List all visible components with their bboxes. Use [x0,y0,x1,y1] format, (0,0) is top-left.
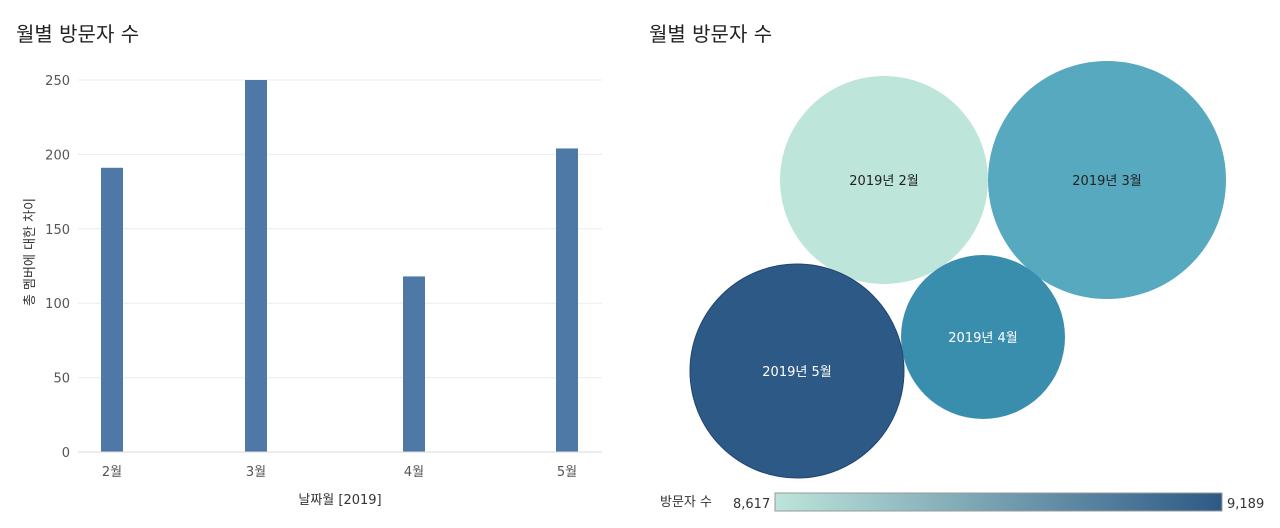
bar-chart-y-tick-label: 100 [45,297,70,312]
bar-4[interactable] [556,148,578,452]
bar-chart-y-tick-label: 0 [62,446,70,461]
bubble-1[interactable] [780,76,988,284]
bar-chart-x-ticks: 2월 3월 4월 5월 [102,465,577,480]
bubble-2[interactable] [988,61,1226,299]
color-legend-max-label: 9,189 [1227,497,1264,512]
bar-chart-x-tick-label: 2월 [102,465,122,480]
bar-chart-y-tick-label: 150 [45,223,70,238]
bar-chart-y-tick-label: 200 [45,148,70,163]
bar-chart-y-tick-label: 250 [45,74,70,89]
bubble-label: 2019년 2월 [849,174,918,189]
bubble-label: 2019년 5월 [762,365,831,380]
bar-chart-y-ticks: 0 50 100 150 200 250 [45,74,70,461]
bar-chart-x-tick-label: 3월 [246,465,266,480]
bar-2[interactable] [245,80,267,452]
bubble-4[interactable] [689,263,905,479]
color-legend-gradient-bar [774,492,1223,512]
bubble-label: 2019년 3월 [1072,174,1141,189]
bar-chart-grid [78,79,602,453]
bar-chart-bars [101,80,578,453]
color-legend-min-label: 8,617 [733,497,770,512]
bubble-chart-bubbles: 2019년 2월 2019년 3월 2019년 4월 2019년 5월 [689,61,1226,479]
bar-chart-y-tick-label: 50 [53,372,70,387]
bar-1[interactable] [101,167,123,453]
bar-chart-y-axis-title: 총 멤버에 대한 차이 [23,198,38,306]
bar-chart: 0 50 100 150 200 250 2월 3월 4월 5월 날짜월 [2019] 총 멤버… [23,74,602,508]
bubble-chart-title: 월별 방문자 수 [649,22,773,46]
color-legend-title: 방문자 수 [660,495,712,510]
bar-chart-title: 월별 방문자 수 [16,22,140,46]
bubble-label: 2019년 4월 [948,331,1017,346]
bubble-3[interactable] [901,255,1065,419]
bar-chart-x-tick-label: 5월 [557,465,577,480]
bar-chart-x-axis-title: 날짜월 [2019] [298,493,381,508]
bar-3[interactable] [403,276,425,452]
bar-chart-x-tick-label: 4월 [404,465,424,480]
